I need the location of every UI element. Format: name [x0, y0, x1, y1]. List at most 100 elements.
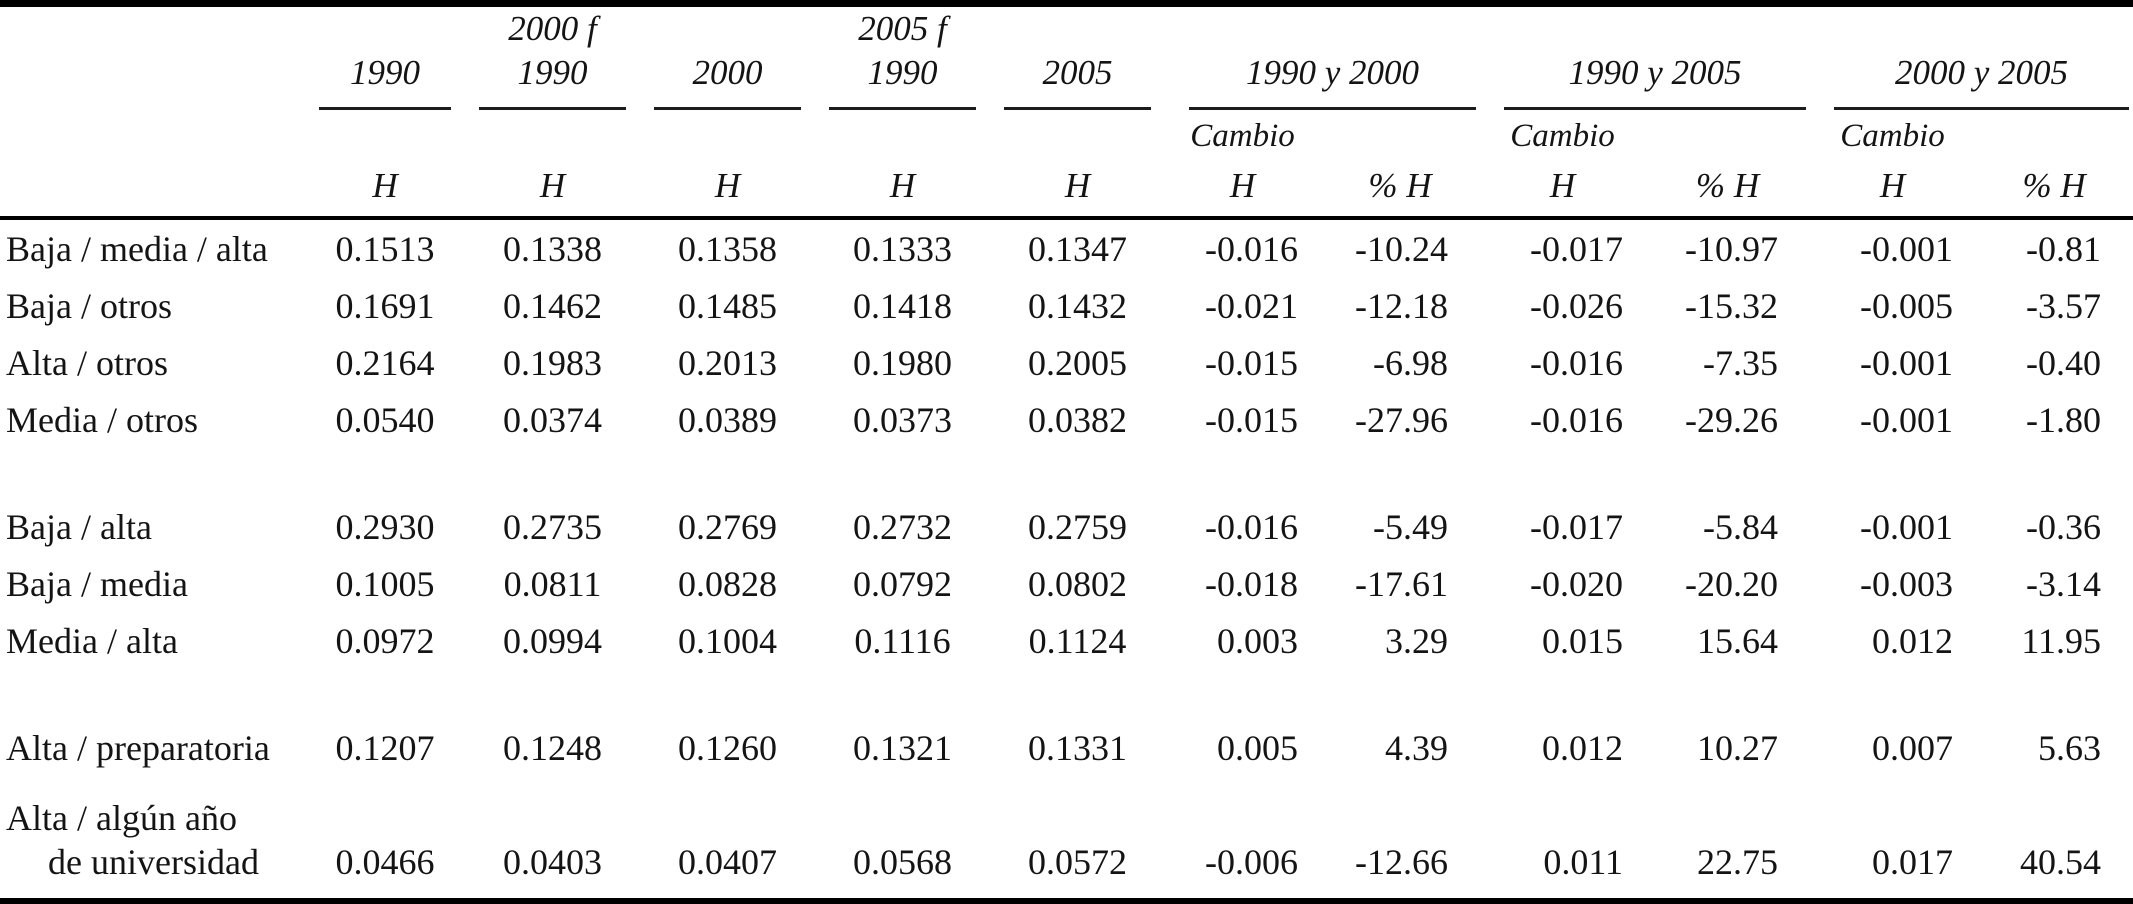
cell-value: 0.2013 [678, 342, 777, 383]
cell-value: 0.007 [1872, 727, 1954, 768]
cell-value: 0.0374 [503, 399, 602, 440]
cell-value: -17.61 [1355, 563, 1449, 604]
cell-value: 0.1691 [335, 285, 435, 326]
cell-value: -0.016 [1205, 506, 1298, 547]
cell-value: 0.1260 [678, 727, 777, 768]
group-header-label: 1990 y 2005 [1568, 53, 1742, 92]
table-body: Baja / media / alta 0.1513 0.1338 0.1358… [0, 218, 2133, 904]
col-header-2005: 2005 [990, 4, 1165, 110]
cell-value: 0.0403 [465, 776, 640, 904]
cell-value: -0.016 [1205, 228, 1298, 269]
cell-value: -10.24 [1355, 228, 1449, 269]
cell-value: 0.0802 [1028, 563, 1127, 604]
cell-value: -5.49 [1373, 506, 1449, 547]
cell-value: 0.1358 [678, 228, 777, 269]
cell-value: 0.1116 [854, 620, 951, 661]
cell-value: 0.1485 [678, 285, 777, 326]
cell-value: 11.95 [2021, 620, 2102, 661]
h-label: H [305, 156, 465, 220]
cell-value: -0.017 [1530, 228, 1624, 269]
cell-value: 0.1248 [503, 727, 602, 768]
table-row: Alta / otros 0.2164 0.1983 0.2013 0.1980… [0, 334, 2133, 391]
col-header-line: 2000 [692, 53, 763, 92]
cell-value: 0.0389 [678, 399, 777, 440]
header-subcolumn-row: H H H H H H % H H % H H % H [0, 156, 2133, 220]
spacer-row [0, 448, 2133, 498]
cell-value: 0.003 [1217, 620, 1298, 661]
h-label: H [1480, 156, 1646, 220]
cell-value: -0.020 [1530, 563, 1624, 604]
cell-value: 3.29 [1385, 620, 1449, 661]
cell-value: 0.2732 [853, 506, 952, 547]
row-label: Alta / otros [6, 342, 168, 383]
cell-value: 0.2930 [335, 506, 435, 547]
cell-value: -15.32 [1685, 285, 1779, 326]
cell-value: 0.0382 [1028, 399, 1127, 440]
cell-value: -12.66 [1320, 776, 1481, 904]
pct-h-label: % H [1320, 156, 1481, 220]
h-label: H [815, 156, 990, 220]
cell-value: -0.015 [1205, 399, 1298, 440]
header-cambio-row: Cambio Cambio Cambio [0, 110, 2133, 156]
cell-value: 40.54 [1975, 776, 2133, 904]
cell-value: 0.1321 [853, 727, 952, 768]
cell-value: -0.36 [2026, 506, 2102, 547]
cell-value: 10.27 [1697, 727, 1779, 768]
row-label: Media / alta [6, 620, 178, 661]
col-header-line: 2000 f [508, 9, 597, 48]
cell-value: -0.017 [1530, 506, 1624, 547]
cambio-label: Cambio [1190, 118, 1295, 154]
group-header-label: 1990 y 2000 [1245, 53, 1420, 92]
cell-value: 0.0407 [640, 776, 815, 904]
cell-value: 0.1347 [1028, 228, 1127, 269]
cell-value: 0.0792 [853, 563, 952, 604]
cell-value: -0.015 [1205, 342, 1298, 383]
row-label-line1: Alta / algún año [6, 798, 237, 838]
col-header-2000f1990: 2000 f 1990 [465, 4, 640, 110]
cell-value: -0.026 [1530, 285, 1624, 326]
cell-value: 0.012 [1542, 727, 1624, 768]
row-label-line2: de universidad [48, 842, 259, 882]
cambio-label: Cambio [1510, 118, 1615, 154]
h-label: H [465, 156, 640, 220]
cell-value: 0.1980 [853, 342, 952, 383]
header-year-row: 1990 2000 f 1990 2000 2005 f 1990 2005 199… [0, 4, 2133, 110]
cell-value: 0.1418 [853, 285, 952, 326]
cell-value: 0.0540 [335, 399, 435, 440]
cambio-label: Cambio [1840, 118, 1945, 154]
cell-value: 0.1004 [678, 620, 777, 661]
cell-value: 0.2735 [503, 506, 602, 547]
row-label: Alta / preparatoria [6, 727, 270, 768]
row-label: Baja / alta [6, 506, 152, 547]
col-header-1990: 1990 [305, 4, 465, 110]
table-row: Baja / otros 0.1691 0.1462 0.1485 0.1418… [0, 277, 2133, 334]
row-label: Baja / media / alta [6, 228, 268, 269]
row-label: Media / otros [6, 399, 198, 440]
cell-value: 0.0572 [990, 776, 1165, 904]
col-header-2005f1990: 2005 f 1990 [815, 4, 990, 110]
col-header-line: 1990 [517, 53, 588, 92]
cell-value: -10.97 [1685, 228, 1779, 269]
cell-value: 0.011 [1480, 776, 1646, 904]
col-header-line: 2005 [1042, 53, 1113, 92]
cell-value: -0.001 [1860, 228, 1954, 269]
row-label: Baja / media [6, 563, 188, 604]
cell-value: 15.64 [1697, 620, 1779, 661]
cell-value: -0.016 [1530, 342, 1624, 383]
cell-value: 0.1513 [335, 228, 435, 269]
cell-value: -12.18 [1355, 285, 1449, 326]
group-header-1990y2000: 1990 y 2000 [1165, 4, 1480, 110]
cell-value: -0.001 [1860, 342, 1954, 383]
table-row: Media / alta 0.0972 0.0994 0.1004 0.1116… [0, 612, 2133, 669]
h-label: H [1165, 156, 1320, 220]
cell-value: -20.20 [1685, 563, 1779, 604]
cell-value: -3.14 [2026, 563, 2102, 604]
cell-value: -0.001 [1860, 506, 1954, 547]
col-header-line: 1990 [867, 53, 938, 92]
cell-value: -0.018 [1205, 563, 1298, 604]
cell-value: 0.0568 [815, 776, 990, 904]
spacer-row [0, 669, 2133, 719]
cell-value: 22.75 [1645, 776, 1811, 904]
table-row: Alta / algún año de universidad 0.0466 0… [0, 776, 2133, 904]
cell-value: 0.1207 [335, 727, 435, 768]
